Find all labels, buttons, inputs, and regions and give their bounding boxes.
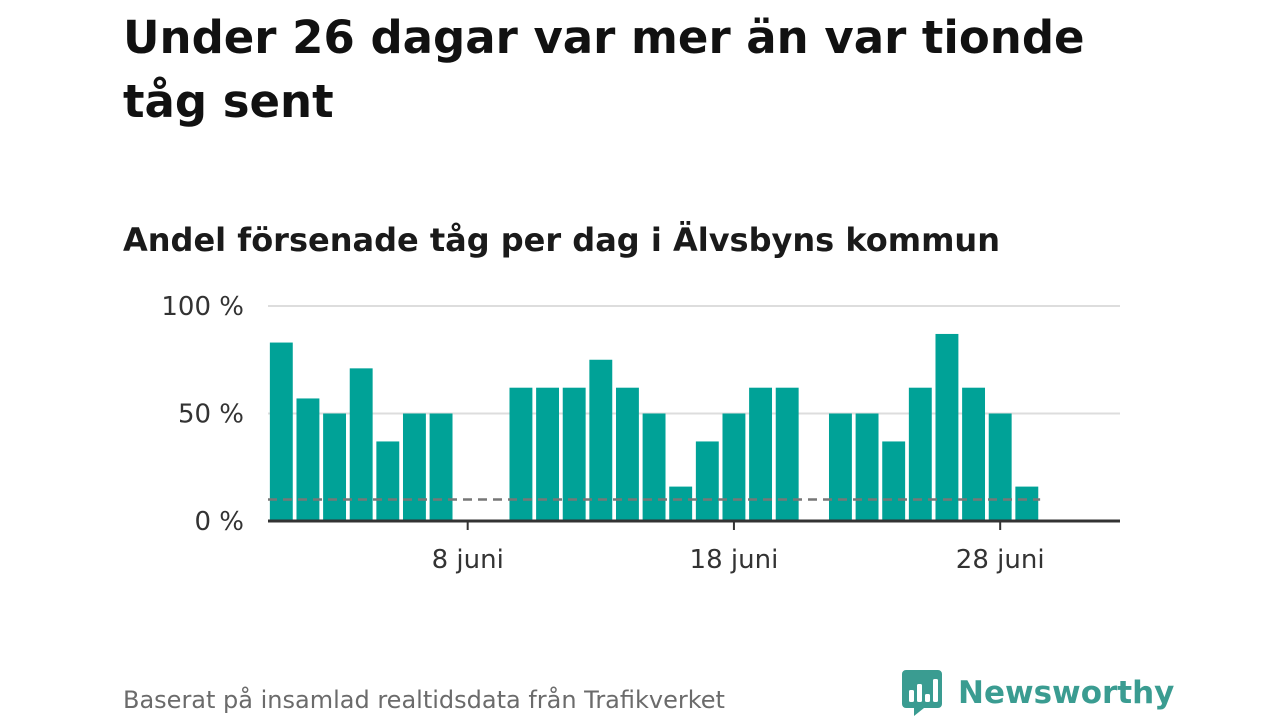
bar-chart: 0 % 50 % 100 % 8 juni 18 juni 28 juni [161, 292, 1120, 575]
y-tick-label: 50 % [178, 400, 244, 430]
bar [1015, 486, 1039, 521]
bar [988, 413, 1012, 521]
y-tick-label: 0 % [194, 507, 244, 537]
axes: 0 % 50 % 100 % 8 juni 18 juni 28 juni [161, 292, 1120, 575]
bar [296, 398, 320, 521]
bar [376, 441, 400, 521]
grid-lines [268, 305, 1120, 415]
bar [669, 486, 693, 521]
bars [269, 333, 1039, 521]
bar [855, 413, 879, 521]
bar [722, 413, 746, 521]
bar [882, 441, 906, 521]
chart-subtitle: Andel försenade tåg per dag i Älvsbyns k… [123, 221, 1000, 259]
bar [962, 387, 986, 521]
source-note: Baserat på insamlad realtidsdata från Tr… [123, 686, 725, 714]
bar [509, 387, 533, 521]
logo-text: Newsworthy [958, 675, 1175, 711]
chart-title: Under 26 dagar var mer än var tionde tåg… [123, 11, 1085, 128]
bar [323, 413, 347, 521]
bar [349, 368, 373, 521]
bar [562, 387, 586, 521]
bar [536, 387, 560, 521]
newsworthy-logo: Newsworthy [902, 670, 1174, 716]
x-tick-label: 8 juni [432, 545, 504, 575]
bar [775, 387, 799, 521]
bar [935, 333, 959, 521]
bar [695, 441, 719, 521]
x-tick-label: 28 juni [956, 545, 1045, 575]
bar [642, 413, 666, 521]
bar [402, 413, 426, 521]
x-tick-label: 18 juni [690, 545, 779, 575]
bar [615, 387, 639, 521]
bar [589, 359, 613, 521]
y-tick-label: 100 % [161, 292, 244, 322]
bar [828, 413, 852, 521]
bar-chart-speech-bubble-icon [902, 670, 942, 716]
bar [269, 342, 293, 521]
bar [749, 387, 773, 521]
bar [908, 387, 932, 521]
bar [429, 413, 453, 521]
